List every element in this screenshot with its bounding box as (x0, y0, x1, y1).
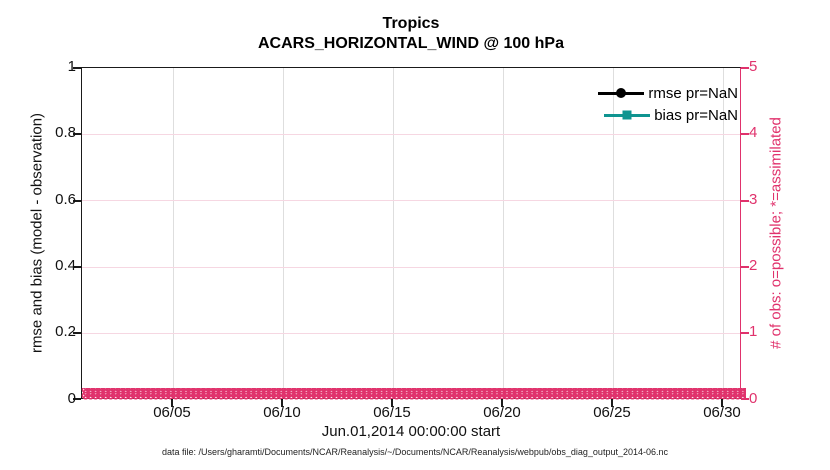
plot-region-title: Tropics (382, 15, 440, 32)
horizontal-gridline (82, 267, 740, 268)
plot-area (81, 67, 741, 399)
x-tick-label: 06/15 (373, 404, 411, 421)
x-tick-mark (721, 399, 723, 407)
right-tick-label: 2 (749, 257, 758, 275)
left-tick-mark (73, 266, 81, 268)
vertical-gridline (503, 68, 504, 398)
x-tick-label: 06/25 (593, 404, 631, 421)
x-tick-label: 06/10 (263, 404, 301, 421)
x-tick-mark (171, 399, 173, 407)
legend-label-bias: bias pr=NaN (654, 106, 738, 124)
right-axis-label: # of obs: o=possible; *=assimilated (767, 117, 785, 349)
left-tick-label: 0 (67, 390, 76, 408)
horizontal-gridline (82, 333, 740, 334)
right-tick-label: 4 (749, 124, 758, 142)
right-tick-mark (741, 133, 749, 135)
left-tick-label: 1 (67, 58, 76, 76)
vertical-gridline (723, 68, 724, 398)
x-axis-label: Jun.01,2014 00:00:00 start (321, 423, 501, 440)
vertical-gridline (393, 68, 394, 398)
right-tick-label: 0 (749, 390, 758, 408)
data-file-caption: data file: /Users/gharamti/Documents/NCA… (161, 447, 668, 457)
rmse-circle-marker-icon (616, 88, 627, 98)
legend: rmse pr=NaN bias pr=NaN (598, 82, 738, 126)
vertical-gridline (613, 68, 614, 398)
x-tick-mark (501, 399, 503, 407)
horizontal-gridline (82, 200, 740, 201)
right-tick-mark (741, 67, 749, 69)
left-tick-label: 0.2 (55, 323, 76, 341)
x-tick-mark (281, 399, 283, 407)
right-tick-mark (741, 266, 749, 268)
left-tick-label: 0.8 (55, 124, 76, 142)
right-tick-label: 3 (749, 191, 758, 209)
right-tick-mark (741, 398, 749, 400)
legend-entry-rmse: rmse pr=NaN (598, 82, 738, 104)
legend-swatch-rmse (598, 88, 645, 98)
right-tick-label: 5 (749, 58, 758, 76)
horizontal-gridline (82, 134, 740, 135)
left-tick-mark (73, 200, 81, 202)
right-tick-mark (741, 332, 749, 334)
x-tick-mark (391, 399, 393, 407)
left-tick-mark (73, 133, 81, 135)
vertical-gridline (173, 68, 174, 398)
x-tick-mark (611, 399, 613, 407)
right-tick-label: 1 (749, 323, 758, 341)
left-tick-mark (73, 67, 81, 69)
right-tick-mark (741, 200, 749, 202)
x-tick-label: 06/20 (483, 404, 521, 421)
x-tick-label: 06/30 (703, 404, 741, 421)
left-axis-label: rmse and bias (model - observation) (28, 112, 46, 354)
x-tick-label: 06/05 (153, 404, 191, 421)
legend-entry-bias: bias pr=NaN (598, 104, 738, 126)
title-block: Tropics ACARS_HORIZONTAL_WIND @ 100 hPa (81, 14, 741, 54)
left-tick-label: 0.6 (55, 191, 76, 209)
left-tick-label: 0.4 (55, 257, 76, 275)
legend-swatch-bias (604, 110, 651, 120)
plot-variable-title: ACARS_HORIZONTAL_WIND @ 100 hPa (257, 35, 564, 52)
vertical-gridline (283, 68, 284, 398)
left-tick-mark (73, 398, 81, 400)
bias-square-marker-icon (622, 110, 632, 120)
left-tick-mark (73, 332, 81, 334)
legend-label-rmse: rmse pr=NaN (648, 84, 738, 102)
